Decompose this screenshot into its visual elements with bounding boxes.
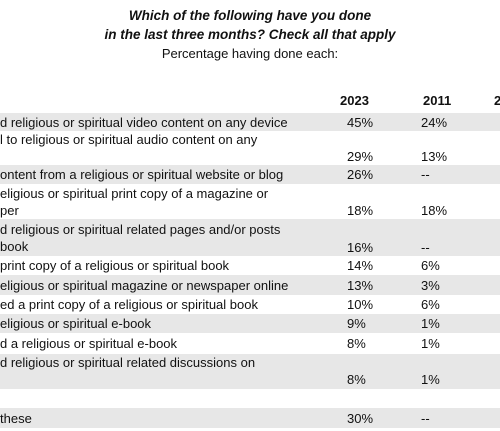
table-row (0, 389, 500, 408)
value-2011: -- (421, 240, 430, 255)
row-label: ontent from a religious or spiritual web… (0, 167, 284, 182)
value-2011: 1% (421, 316, 440, 331)
value-2011: 3% (421, 278, 440, 293)
value-2023: 26% (347, 167, 374, 182)
value-2023: 30% (347, 411, 374, 426)
question-line-2: in the last three months? Check all that… (104, 27, 396, 42)
value-2023: 8% (347, 336, 366, 351)
table-row: d religious or spiritual video content o… (0, 113, 500, 131)
value-2011: 6% (421, 258, 440, 273)
value-2023: 9% (347, 316, 366, 331)
table-row: eligious or spiritual magazine or newspa… (0, 275, 500, 295)
row-label: these (0, 411, 32, 426)
value-2011: -- (421, 167, 430, 182)
row-label: d religious or spiritual related pages a… (0, 222, 281, 254)
value-2011: 13% (421, 149, 448, 164)
table-row: eligious or spiritual e-book 9% 1% (0, 314, 500, 333)
table-row: these 30% -- (0, 408, 500, 428)
row-label: eligious or spiritual magazine or newspa… (0, 278, 289, 293)
value-2023: 18% (347, 203, 374, 218)
row-label: eligious or spiritual e-book (0, 316, 152, 331)
value-2011: 1% (421, 372, 440, 387)
value-2023: 29% (347, 149, 374, 164)
table-row: eligious or spiritual print copy of a ma… (0, 184, 500, 219)
table-row: ed a print copy of a religious or spirit… (0, 295, 500, 314)
value-2023: 16% (347, 240, 374, 255)
row-label: print copy of a religious or spiritual b… (0, 258, 230, 273)
column-header-2023: 2023 (340, 93, 369, 108)
row-label: d religious or spiritual related discuss… (0, 355, 256, 370)
value-2023: 14% (347, 258, 374, 273)
value-2011: 18% (421, 203, 448, 218)
table-row: d a religious or spiritual e-book 8% 1% (0, 333, 500, 354)
row-label: d religious or spiritual video content o… (0, 115, 288, 130)
table-row: d religious or spiritual related discuss… (0, 354, 500, 389)
subtitle: Percentage having done each: (161, 46, 339, 61)
value-2023: 13% (347, 278, 374, 293)
value-2011: 6% (421, 297, 440, 312)
table-row: l to religious or spiritual audio conten… (0, 131, 500, 165)
value-2023: 10% (347, 297, 374, 312)
column-header-2011: 2011 (423, 93, 452, 108)
row-label: d a religious or spiritual e-book (0, 336, 178, 351)
value-2011: 1% (421, 336, 440, 351)
value-2011: 24% (421, 115, 448, 130)
row-label: ed a print copy of a religious or spirit… (0, 297, 258, 312)
table-row: ontent from a religious or spiritual web… (0, 165, 500, 184)
table-row: d religious or spiritual related pages a… (0, 219, 500, 256)
column-header-cut: 2 (494, 93, 500, 108)
question-line-1: Which of the following have you done (128, 8, 372, 23)
table-row: print copy of a religious or spiritual b… (0, 256, 500, 275)
row-label: l to religious or spiritual audio conten… (0, 132, 258, 147)
value-2011: -- (421, 411, 430, 426)
row-label: eligious or spiritual print copy of a ma… (0, 186, 269, 218)
value-2023: 8% (347, 372, 366, 387)
value-2023: 45% (347, 115, 374, 130)
